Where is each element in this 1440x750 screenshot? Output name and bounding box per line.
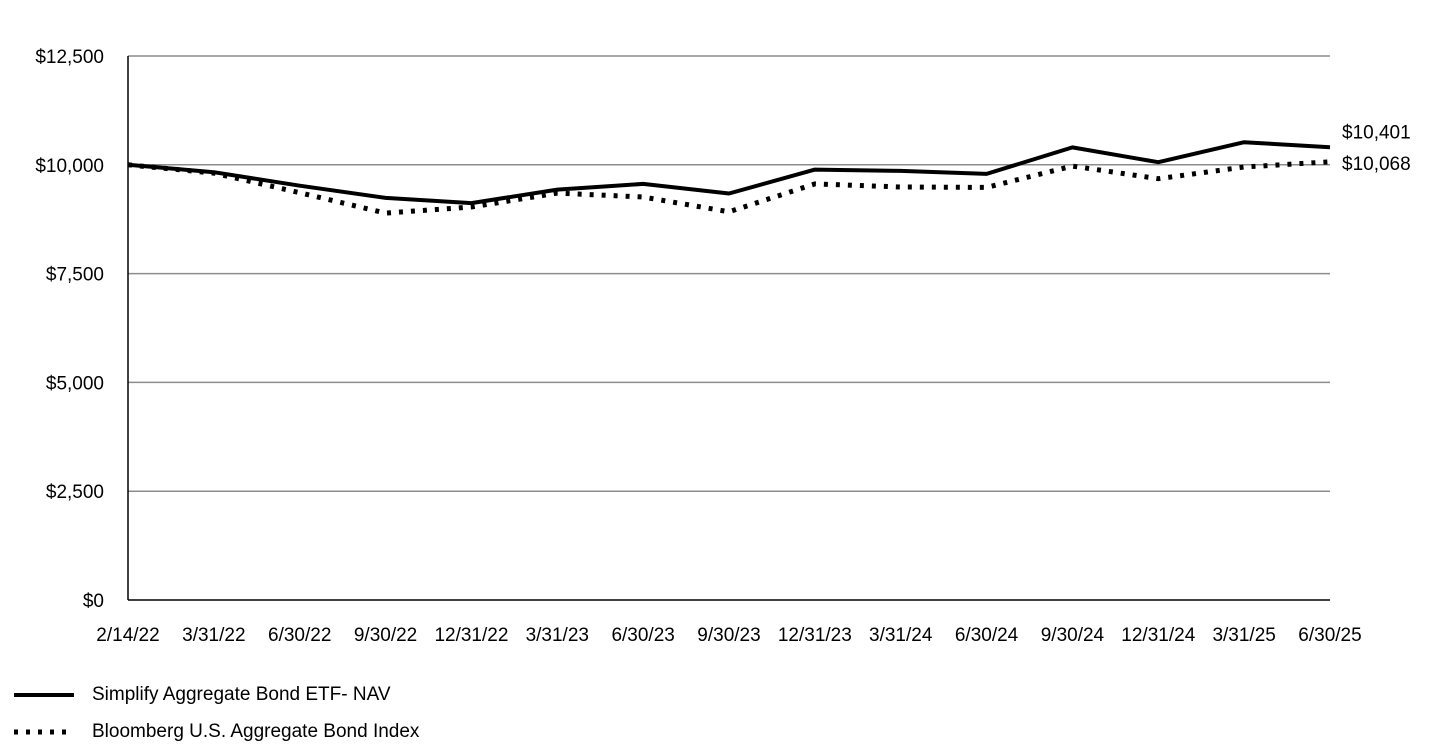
end-value-labels: $10,401 $10,068 [1342, 122, 1411, 174]
axes [127, 56, 1330, 601]
y-tick-label: $10,000 [35, 156, 104, 177]
series-lines [127, 140, 1331, 216]
y-tick-label: $12,500 [35, 47, 104, 68]
x-tick-label: 6/30/25 [1298, 625, 1361, 646]
y-axis-tick-labels: $0 $2,500 $5,000 $7,500 $10,000 $12,500 [35, 47, 104, 612]
y-tick-label: $2,500 [46, 482, 104, 503]
y-tick-label: $5,000 [46, 373, 104, 394]
series-line-nav [127, 140, 1331, 206]
y-tick-label: $0 [83, 591, 104, 612]
x-tick-label: 3/31/25 [1212, 625, 1275, 646]
x-tick-label: 6/30/22 [268, 625, 331, 646]
end-label-nav: $10,401 [1342, 122, 1411, 143]
x-tick-label: 9/30/24 [1041, 625, 1105, 646]
x-tick-label: 3/31/23 [526, 625, 589, 646]
gridlines [128, 55, 1330, 492]
x-tick-label: 12/31/23 [778, 625, 852, 646]
x-tick-label: 3/31/24 [869, 625, 933, 646]
x-tick-label: 3/31/22 [182, 625, 245, 646]
solid-line-swatch [14, 692, 74, 697]
legend-label-index: Bloomberg U.S. Aggregate Bond Index [92, 720, 420, 742]
x-tick-label: 2/14/22 [96, 625, 159, 646]
line-chart: $0 $2,500 $5,000 $7,500 $10,000 $12,500 2/14/… [35, 47, 1411, 646]
x-tick-label: 12/31/22 [434, 625, 508, 646]
x-tick-label: 9/30/23 [697, 625, 760, 646]
x-tick-label: 9/30/22 [354, 625, 417, 646]
x-axis-tick-labels: 2/14/22 3/31/22 6/30/22 9/30/22 12/31/22 3/31… [96, 625, 1361, 646]
x-tick-label: 6/30/23 [611, 625, 674, 646]
dotted-line-swatch [14, 729, 74, 734]
x-tick-label: 6/30/24 [955, 625, 1019, 646]
legend: Simplify Aggregate Bond ETF- NAV Bloombe… [14, 676, 419, 750]
legend-item-index: Bloomberg U.S. Aggregate Bond Index [14, 713, 419, 750]
legend-item-nav: Simplify Aggregate Bond ETF- NAV [14, 676, 419, 713]
end-label-index: $10,068 [1342, 154, 1411, 175]
y-tick-label: $7,500 [46, 265, 104, 286]
x-tick-label: 12/31/24 [1121, 625, 1195, 646]
legend-label-nav: Simplify Aggregate Bond ETF- NAV [92, 683, 391, 705]
